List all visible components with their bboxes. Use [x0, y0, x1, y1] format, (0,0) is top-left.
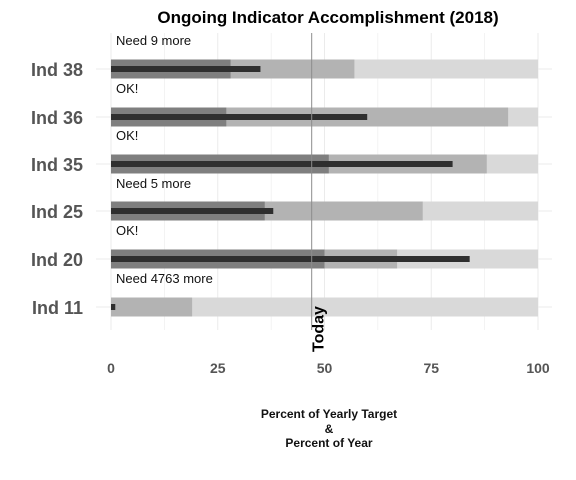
category-label: Ind 36 — [31, 108, 83, 128]
status-note: OK! — [116, 223, 138, 238]
x-tick-label: 100 — [526, 360, 550, 376]
actual-bar — [111, 208, 274, 214]
x-tick-label: 0 — [107, 360, 115, 376]
actual-bar — [111, 256, 470, 262]
category-label: Ind 25 — [31, 202, 83, 222]
x-axis-label-line-1: Percent of Yearly Target — [261, 407, 397, 421]
bars-layer — [111, 59, 538, 317]
actual-bar — [111, 161, 453, 167]
category-label: Ind 20 — [31, 250, 83, 270]
status-note: OK! — [116, 128, 138, 143]
actual-bar — [111, 66, 261, 72]
category-label: Ind 38 — [31, 60, 83, 80]
range-max-bar — [111, 297, 538, 317]
range-mid-bar — [111, 297, 193, 317]
status-note: Need 5 more — [116, 176, 191, 191]
today-layer: Today — [311, 33, 328, 352]
status-note: Need 9 more — [116, 33, 191, 48]
today-label: Today — [311, 306, 328, 352]
x-axis-label-line-2: & — [325, 422, 334, 436]
status-note: Need 4763 more — [116, 271, 213, 286]
category-label: Ind 35 — [31, 155, 83, 175]
actual-bar — [111, 114, 368, 120]
chart-title: Ongoing Indicator Accomplishment (2018) — [157, 8, 498, 27]
x-tick-label: 75 — [423, 360, 439, 376]
x-axis-label-line-3: Percent of Year — [285, 436, 372, 450]
x-tick-label: 50 — [317, 360, 333, 376]
actual-bar — [111, 304, 116, 310]
labels-layer: Ind 38 Ind 36 Ind 35 Ind 25 Ind 20 Ind 11 Need… — [31, 33, 550, 376]
status-note: OK! — [116, 81, 138, 96]
category-label: Ind 11 — [32, 298, 83, 318]
x-tick-label: 25 — [210, 360, 226, 376]
